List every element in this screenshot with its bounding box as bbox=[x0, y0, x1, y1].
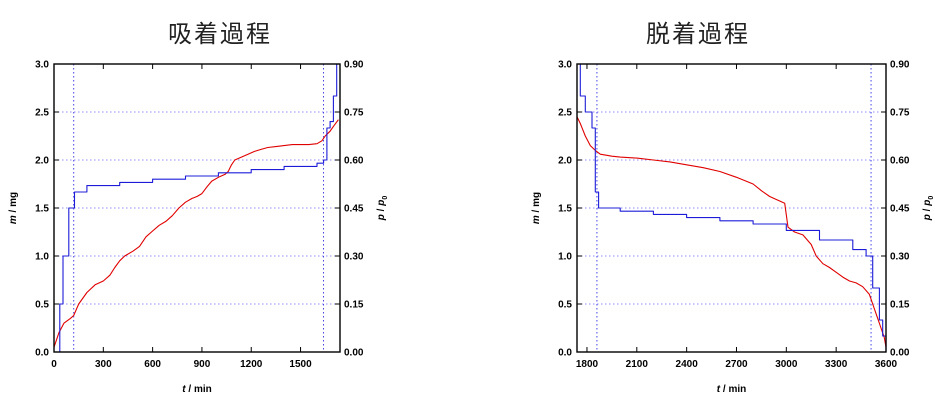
y-tick-label-left: 1.0 bbox=[558, 252, 572, 263]
chart-title-adsorption: 吸着過程 bbox=[168, 20, 272, 48]
x-tick-label: 3000 bbox=[775, 359, 798, 370]
y-tick-label-left: 3.0 bbox=[558, 60, 572, 71]
y-tick-label-left: 0.0 bbox=[558, 348, 572, 359]
y-tick-label-right: 0.75 bbox=[890, 108, 910, 119]
plot-frame bbox=[576, 63, 887, 353]
x-tick-label: 3300 bbox=[825, 359, 848, 370]
y-tick-label-right: 0.30 bbox=[890, 252, 910, 263]
series-pressure-line bbox=[54, 63, 340, 353]
series-mass-line bbox=[53, 119, 339, 348]
y-tick-label-right: 0.00 bbox=[344, 348, 364, 359]
y-tick-label-right: 0.45 bbox=[890, 204, 910, 215]
y-tick-label-left: 2.0 bbox=[558, 156, 572, 167]
x-tick-label: 600 bbox=[144, 359, 161, 370]
x-tick-label: 2400 bbox=[676, 359, 699, 370]
y-tick-label-left: 3.0 bbox=[35, 60, 49, 71]
y-tick-label-left: 0.0 bbox=[35, 348, 49, 359]
y-tick-label-left: 0.5 bbox=[558, 300, 572, 311]
y-tick-label-right: 0.45 bbox=[344, 204, 364, 215]
y-tick-label-right: 0.60 bbox=[344, 156, 364, 167]
y-tick-label-right: 0.75 bbox=[344, 108, 364, 119]
y-tick-label-right: 0.15 bbox=[890, 300, 910, 311]
y-tick-label-left: 1.5 bbox=[35, 204, 49, 215]
chart-adsorption: 0 300 600 900 1200 1500 0.0 0.5 1.0 1.5 2.0 2.5 3.0 0… bbox=[8, 60, 389, 396]
x-tick-label: 900 bbox=[194, 359, 211, 370]
x-tick-label: 2100 bbox=[626, 359, 649, 370]
y-tick-label-right: 0.00 bbox=[890, 348, 910, 359]
x-axis-label: t / min bbox=[182, 384, 211, 395]
y-axis-label-left: m / mg bbox=[531, 192, 542, 224]
y-axis-label-right: p / p0 bbox=[922, 196, 935, 222]
y-tick-label-left: 0.5 bbox=[35, 300, 49, 311]
y-axis-label-right: p / p0 bbox=[376, 196, 389, 222]
y-tick-label-right: 0.30 bbox=[344, 252, 364, 263]
x-tick-label: 1500 bbox=[289, 359, 312, 370]
x-tick-label: 2700 bbox=[725, 359, 748, 370]
series-mass-line bbox=[576, 116, 887, 348]
y-tick-label-right: 0.15 bbox=[344, 300, 364, 311]
y-tick-label-left: 2.5 bbox=[35, 108, 49, 119]
y-tick-label-right: 0.60 bbox=[890, 156, 910, 167]
y-tick-label-left: 1.0 bbox=[35, 252, 49, 263]
x-tick-label: 1200 bbox=[240, 359, 263, 370]
y-tick-label-right: 0.90 bbox=[890, 60, 910, 71]
chart-title-desorption: 脱着過程 bbox=[646, 20, 750, 48]
series-pressure-line bbox=[577, 63, 887, 352]
y-axis-label-left: m / mg bbox=[8, 192, 19, 224]
y-tick-label-left: 2.5 bbox=[558, 108, 572, 119]
x-tick-label: 0 bbox=[51, 359, 57, 370]
plot-frame bbox=[53, 63, 341, 353]
y-tick-label-right: 0.90 bbox=[344, 60, 364, 71]
chart-desorption: 1800 2100 2400 2700 3000 3300 3600 0.0 0.5 1.0 1.5… bbox=[531, 60, 935, 396]
x-tick-label: 3600 bbox=[875, 359, 898, 370]
x-tick-label: 1800 bbox=[576, 359, 599, 370]
x-axis-label: t / min bbox=[717, 384, 746, 395]
y-tick-label-left: 1.5 bbox=[558, 204, 572, 215]
y-tick-label-left: 2.0 bbox=[35, 156, 49, 167]
x-tick-label: 300 bbox=[95, 359, 112, 370]
